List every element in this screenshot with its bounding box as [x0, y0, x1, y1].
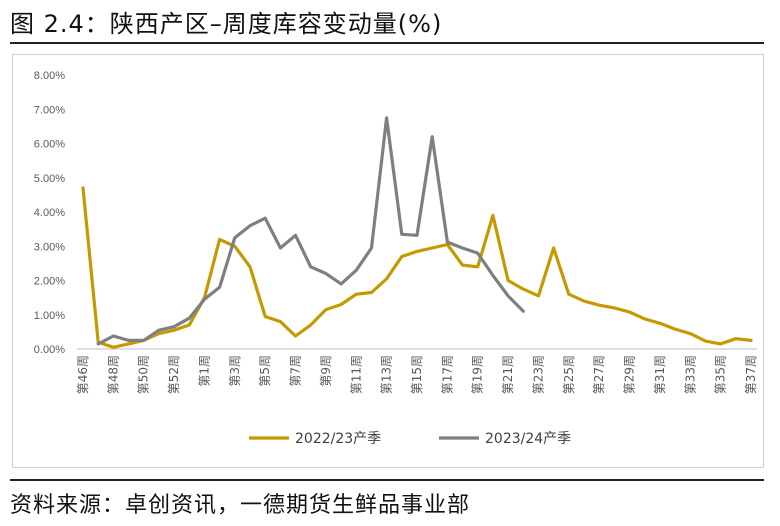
legend-label-1: 2022/23产季: [295, 431, 381, 447]
x-tick-label: 第21周: [501, 355, 515, 394]
x-axis: 第46周 第48周 第50周 第52周 第1周 第3周 第5周 第7周 第9周 第11周 第13周 第…: [76, 355, 758, 394]
x-tick-label: 第15周: [410, 355, 424, 394]
y-tick-label: 8.00%: [34, 70, 65, 82]
figure-title: 图 2.4：陕西产区–周度库容变动量(%): [10, 10, 443, 38]
x-tick-label: 第25周: [562, 355, 576, 394]
x-tick-label: 第5周: [258, 355, 272, 387]
y-tick-label: 3.00%: [34, 241, 65, 253]
x-tick-label: 第19周: [471, 355, 485, 394]
source-rule: [10, 479, 764, 481]
series-line-1: [81, 186, 753, 349]
y-tick-label: 2.00%: [34, 276, 65, 288]
y-tick-label: 5.00%: [34, 173, 65, 185]
x-tick-label: 第29周: [623, 355, 637, 394]
chart-legend: 2022/23产季 2023/24产季: [249, 431, 571, 447]
x-tick-label: 第11周: [349, 355, 363, 394]
y-tick-label: 0.00%: [34, 344, 65, 356]
source-note: 资料来源：卓创资讯，一德期货生鲜品事业部: [10, 493, 471, 518]
x-tick-label: 第9周: [319, 355, 333, 387]
x-tick-label: 第3周: [228, 355, 242, 387]
chart-frame: 0.00% 1.00% 2.00% 3.00% 4.00% 5.00% 6.00% 7.00%…: [12, 54, 764, 468]
y-tick-label: 1.00%: [34, 310, 65, 322]
x-tick-label: 第31周: [653, 355, 667, 394]
y-tick-label: 6.00%: [34, 139, 65, 151]
x-tick-label: 第13周: [380, 355, 394, 394]
x-tick-label: 第35周: [714, 355, 728, 394]
x-tick-label: 第50周: [137, 355, 151, 394]
x-tick-label: 第37周: [744, 355, 758, 394]
y-axis: 0.00% 1.00% 2.00% 3.00% 4.00% 5.00% 6.00% 7.00%…: [34, 70, 65, 356]
legend-label-2: 2023/24产季: [485, 431, 571, 447]
x-tick-label: 第48周: [106, 355, 120, 394]
x-tick-label: 第52周: [167, 355, 181, 394]
series-group: [81, 116, 753, 349]
x-tick-label: 第7周: [289, 355, 303, 387]
x-tick-label: 第23周: [531, 355, 545, 394]
x-tick-label: 第27周: [592, 355, 606, 394]
x-tick-label: 第46周: [76, 355, 90, 394]
title-rule: [10, 42, 764, 44]
x-tick-label: 第17周: [440, 355, 454, 394]
y-tick-label: 4.00%: [34, 207, 65, 219]
y-tick-label: 7.00%: [34, 104, 65, 116]
x-tick-label: 第33周: [683, 355, 697, 394]
x-tick-label: 第1周: [197, 355, 211, 387]
line-chart: 0.00% 1.00% 2.00% 3.00% 4.00% 5.00% 6.00% 7.00%…: [34, 70, 758, 447]
series-line-2: [96, 116, 525, 346]
